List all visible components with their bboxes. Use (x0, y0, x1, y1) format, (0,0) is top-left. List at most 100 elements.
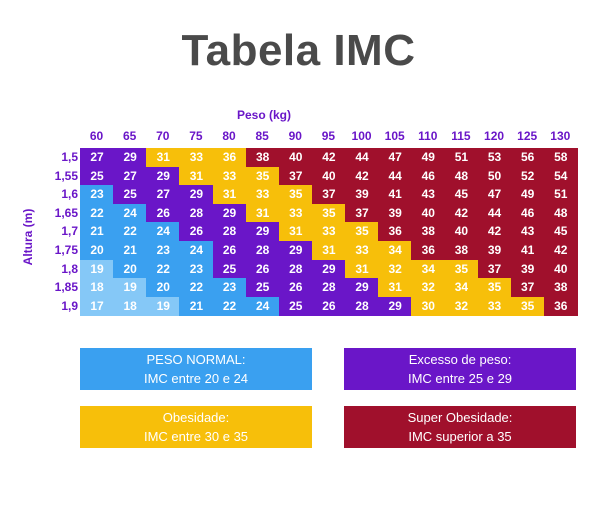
bmi-cell: 35 (510, 296, 545, 316)
bmi-cell: 26 (278, 278, 313, 298)
bmi-cell: 35 (477, 278, 512, 298)
height-tick-5: 1,75 (54, 243, 78, 257)
weight-tick-2: 70 (156, 129, 170, 143)
bmi-cell: 26 (179, 222, 214, 242)
bmi-cell: 35 (311, 203, 346, 223)
bmi-cell: 37 (278, 166, 313, 186)
bmi-cell: 26 (212, 241, 247, 260)
bmi-cell: 25 (212, 259, 247, 279)
bmi-cell: 40 (411, 203, 446, 223)
bmi-cell: 33 (245, 185, 280, 205)
height-tick-0: 1,5 (61, 150, 78, 164)
legend-overweight: Excesso de peso: IMC entre 25 e 29 (344, 348, 576, 390)
legend-normal-title: PESO NORMAL: (146, 352, 246, 367)
bmi-cell: 29 (146, 166, 181, 186)
height-tick-4: 1,7 (61, 224, 78, 239)
bmi-cell: 28 (212, 222, 247, 242)
weight-tick-14: 130 (550, 129, 571, 143)
bmi-cell: 32 (444, 296, 479, 316)
bmi-cell: 24 (146, 222, 181, 242)
bmi-cell: 42 (477, 222, 512, 242)
legend-super-obesity-title: Super Obesidade: (407, 410, 513, 425)
bmi-cell: 17 (80, 296, 114, 316)
bmi-cell: 31 (212, 185, 247, 205)
bmi-cell: 37 (311, 185, 346, 205)
bmi-cell: 18 (80, 278, 114, 298)
bmi-cell: 21 (80, 222, 114, 242)
legend-normal-range: IMC entre 20 e 24 (143, 371, 249, 386)
bmi-cell: 39 (510, 259, 545, 279)
legend-obesity-range: IMC entre 30 e 35 (143, 429, 249, 444)
bmi-cell: 22 (212, 296, 247, 316)
bmi-cell: 33 (477, 296, 512, 316)
bmi-cell: 43 (411, 185, 446, 205)
bmi-cell: 24 (113, 203, 148, 223)
bmi-cell: 31 (146, 148, 181, 167)
bmi-cell: 23 (212, 278, 247, 298)
bmi-cell: 24 (179, 241, 214, 260)
weight-tick-5: 85 (255, 129, 269, 143)
weight-tick-12: 120 (484, 129, 505, 143)
height-tick-6: 1,8 (61, 261, 78, 276)
bmi-cell: 36 (212, 148, 247, 167)
bmi-cell: 22 (113, 222, 148, 242)
bmi-cell: 19 (146, 296, 181, 316)
height-tick-7: 1,85 (54, 280, 78, 295)
bmi-cell: 29 (179, 185, 214, 205)
bmi-cell: 30 (411, 296, 446, 316)
legend-overweight-title: Excesso de peso: (408, 352, 512, 367)
bmi-cell: 37 (477, 259, 512, 279)
bmi-cell: 45 (444, 185, 479, 205)
bmi-cell: 45 (543, 222, 578, 242)
bmi-cell: 29 (113, 148, 148, 167)
weight-tick-3: 75 (189, 129, 203, 143)
height-tick-1: 1,55 (54, 168, 78, 183)
bmi-cell: 23 (80, 185, 114, 205)
bmi-cell: 36 (411, 241, 446, 260)
bmi-cell: 33 (311, 222, 346, 242)
chart-title: Tabela IMC (181, 26, 416, 75)
bmi-cell: 19 (113, 278, 148, 298)
bmi-cell: 46 (411, 166, 446, 186)
bmi-cell: 39 (378, 203, 413, 223)
bmi-cell: 31 (345, 259, 380, 279)
bmi-cell: 34 (444, 278, 479, 298)
bmi-cell: 23 (179, 259, 214, 279)
bmi-cell: 53 (477, 148, 512, 167)
bmi-cell: 37 (345, 203, 380, 223)
bmi-cell: 31 (179, 166, 214, 186)
bmi-cell: 28 (245, 241, 280, 260)
bmi-cell: 27 (146, 185, 181, 205)
bmi-cell: 48 (444, 166, 479, 186)
bmi-cell: 38 (411, 222, 446, 242)
bmi-cell: 25 (113, 185, 148, 205)
weight-tick-8: 100 (351, 129, 372, 143)
bmi-cell: 18 (113, 296, 148, 316)
bmi-cell: 22 (146, 259, 181, 279)
weight-tick-13: 125 (517, 129, 538, 143)
bmi-cell: 49 (510, 185, 545, 205)
bmi-cell: 28 (311, 278, 346, 298)
bmi-cell: 25 (80, 166, 114, 186)
bmi-cell: 20 (80, 241, 114, 260)
bmi-cell: 31 (278, 222, 313, 242)
legend-obesity-title: Obesidade: (162, 410, 230, 425)
bmi-cell: 40 (444, 222, 479, 242)
legend-overweight-range: IMC entre 25 e 29 (407, 371, 513, 386)
bmi-cell: 33 (345, 241, 380, 260)
weight-tick-6: 90 (288, 129, 302, 143)
bmi-cell: 26 (245, 259, 280, 279)
weight-tick-10: 110 (418, 129, 438, 143)
legend-obesity: Obesidade: IMC entre 30 e 35 (80, 406, 312, 448)
bmi-cell: 54 (543, 166, 578, 186)
legend-normal-weight: PESO NORMAL: IMC entre 20 e 24 (80, 348, 312, 390)
bmi-cell: 32 (411, 278, 446, 298)
bmi-cell: 42 (444, 203, 479, 223)
bmi-cell: 44 (477, 203, 512, 223)
bmi-cell: 41 (378, 185, 413, 205)
bmi-cell: 35 (345, 222, 380, 242)
bmi-cell: 48 (543, 203, 578, 223)
bmi-cell: 20 (113, 259, 148, 279)
bmi-cell: 35 (245, 166, 280, 186)
bmi-cell: 44 (378, 166, 413, 186)
